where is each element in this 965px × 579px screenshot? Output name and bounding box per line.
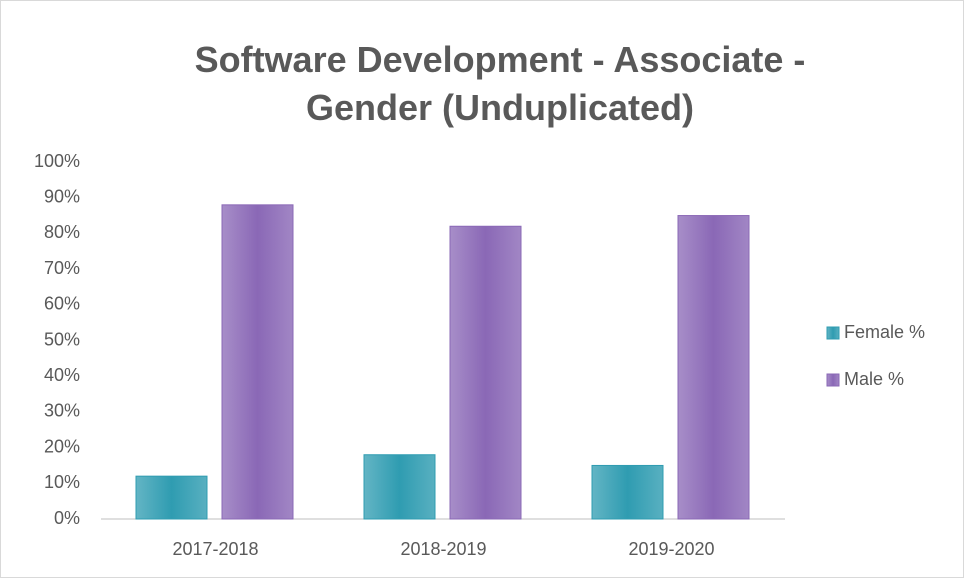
bar	[221, 204, 294, 520]
y-tick-label: 30%	[44, 401, 80, 421]
y-tick-label: 80%	[44, 222, 80, 242]
x-tick-label: 2017-2018	[172, 539, 258, 559]
y-tick-label: 90%	[44, 186, 80, 206]
y-tick-label: 50%	[44, 329, 80, 349]
legend-swatch	[826, 373, 840, 387]
chart-title: Software Development - Associate - Gende…	[194, 39, 806, 128]
bar	[135, 475, 208, 520]
y-tick-label: 40%	[44, 365, 80, 385]
y-tick-label: 0%	[54, 508, 80, 528]
bar	[449, 225, 522, 520]
bar	[677, 215, 750, 520]
legend-label: Female %	[844, 322, 925, 342]
y-tick-label: 70%	[44, 258, 80, 278]
legend-label: Male %	[844, 369, 904, 389]
x-tick-label: 2018-2019	[400, 539, 486, 559]
y-tick-label: 20%	[44, 436, 80, 456]
y-tick-label: 10%	[44, 472, 80, 492]
y-tick-label: 60%	[44, 294, 80, 314]
legend-swatch	[826, 326, 840, 340]
bar	[591, 464, 664, 520]
x-tick-label: 2019-2020	[628, 539, 714, 559]
bar	[363, 454, 436, 520]
y-tick-label: 100%	[34, 151, 80, 171]
